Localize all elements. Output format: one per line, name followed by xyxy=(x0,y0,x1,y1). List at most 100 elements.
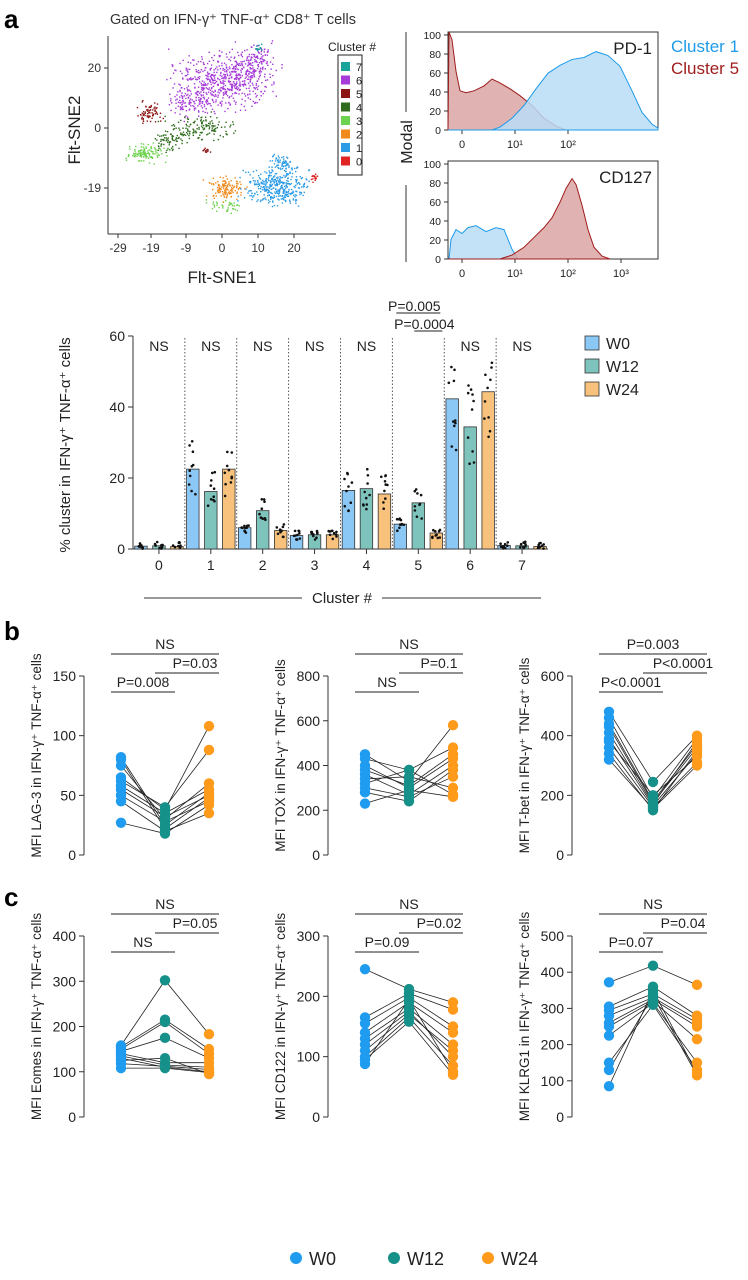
hist-ytick-label: 60 xyxy=(429,68,441,80)
bar-point xyxy=(282,523,286,526)
tsne-point xyxy=(142,113,144,115)
bar-xtick-label: 5 xyxy=(414,557,422,573)
tsne-point xyxy=(142,118,144,121)
tsne-point xyxy=(203,87,205,89)
tsne-point xyxy=(229,51,231,53)
tsne-point xyxy=(206,88,209,90)
bar-point xyxy=(398,523,402,526)
tsne-point xyxy=(219,68,222,70)
bar-point xyxy=(382,501,385,504)
tsne-point xyxy=(206,71,209,73)
tsne-point xyxy=(217,124,219,126)
tsne-point xyxy=(233,100,235,102)
tsne-point xyxy=(186,116,189,118)
tsne-point xyxy=(218,50,221,52)
tsne-point xyxy=(206,99,208,102)
paired-line xyxy=(608,1004,698,1071)
bar-point xyxy=(212,498,215,502)
bar-annotation: NS xyxy=(149,338,168,354)
tsne-point xyxy=(157,145,160,147)
tsne-point xyxy=(230,89,232,91)
tsne-point xyxy=(249,71,251,73)
tsne-point xyxy=(289,161,291,163)
tsne-point xyxy=(222,85,224,88)
tsne-point xyxy=(214,79,216,82)
paired-ytick-label: 300 xyxy=(541,1000,565,1016)
tsne-point xyxy=(219,79,221,81)
tsne-point xyxy=(245,73,247,76)
bar-point xyxy=(212,495,215,499)
tsne-point xyxy=(201,107,204,109)
bar-point xyxy=(472,399,475,403)
tsne-point xyxy=(232,121,234,123)
tsne-point xyxy=(231,93,234,95)
tsne-point xyxy=(157,120,160,123)
tsne-point xyxy=(284,196,287,199)
tsne-point xyxy=(257,180,259,182)
bar-point xyxy=(418,503,421,507)
tsne-point xyxy=(160,150,162,152)
tsne-point xyxy=(226,71,228,73)
tsne-point xyxy=(154,138,156,140)
tsne-point xyxy=(222,67,224,70)
tsne-point xyxy=(203,81,205,83)
tsne-point xyxy=(252,90,254,93)
tsne-point xyxy=(183,95,186,97)
bar-point xyxy=(469,388,473,391)
tsne-point xyxy=(173,128,175,130)
hist-xtick-label: 10¹ xyxy=(507,139,523,151)
tsne-point xyxy=(256,88,259,91)
tsne-point xyxy=(195,107,197,109)
tsne-point xyxy=(254,70,256,73)
tsne-point xyxy=(235,87,238,90)
tsne-point xyxy=(239,64,242,67)
tsne-point xyxy=(256,194,259,196)
tsne-point xyxy=(272,74,274,77)
tsne-point xyxy=(277,160,279,162)
tsne-point xyxy=(250,190,252,192)
tsne-point xyxy=(268,194,271,196)
paired-point xyxy=(691,1033,703,1045)
tsne-point xyxy=(225,102,227,104)
tsne-point xyxy=(225,53,228,55)
tsne-point xyxy=(269,180,272,182)
tsne-point xyxy=(281,167,284,170)
tsne-point xyxy=(262,60,265,63)
bar-point xyxy=(538,541,541,545)
bar xyxy=(170,546,184,550)
tsne-point xyxy=(188,55,190,57)
tsne-point xyxy=(260,199,262,201)
tsne-point xyxy=(261,60,263,63)
tsne-point xyxy=(246,186,248,188)
tsne-point xyxy=(207,72,209,75)
tsne-point xyxy=(306,179,308,181)
tsne-point xyxy=(148,106,150,109)
tsne-point xyxy=(272,57,275,59)
tsne-point xyxy=(257,183,260,185)
tsne-point xyxy=(142,146,145,148)
tsne-point xyxy=(272,170,274,172)
tsne-point xyxy=(231,67,234,70)
significance-label: P<0.0001 xyxy=(601,674,662,690)
tsne-point xyxy=(214,89,216,92)
tsne-point xyxy=(278,190,280,192)
tsne-point xyxy=(149,156,152,158)
tsne-point xyxy=(144,112,146,114)
tsne-point xyxy=(275,188,277,190)
tsne-point xyxy=(225,197,228,199)
tsne-point xyxy=(212,122,214,124)
tsne-point xyxy=(252,177,254,179)
tsne-point xyxy=(281,195,283,198)
tsne-point xyxy=(276,192,279,194)
tsne-point xyxy=(283,182,285,185)
paired-ytick-label: 0 xyxy=(68,847,76,863)
tsne-point xyxy=(248,73,250,75)
tsne-point xyxy=(269,196,272,199)
tsne-point xyxy=(261,56,263,58)
bar-point xyxy=(453,424,456,428)
tsne-point xyxy=(250,68,253,70)
tsne-point xyxy=(273,204,276,207)
bar-point xyxy=(471,393,474,396)
tsne-point xyxy=(188,131,191,133)
paired-ytick-label: 100 xyxy=(53,728,77,744)
